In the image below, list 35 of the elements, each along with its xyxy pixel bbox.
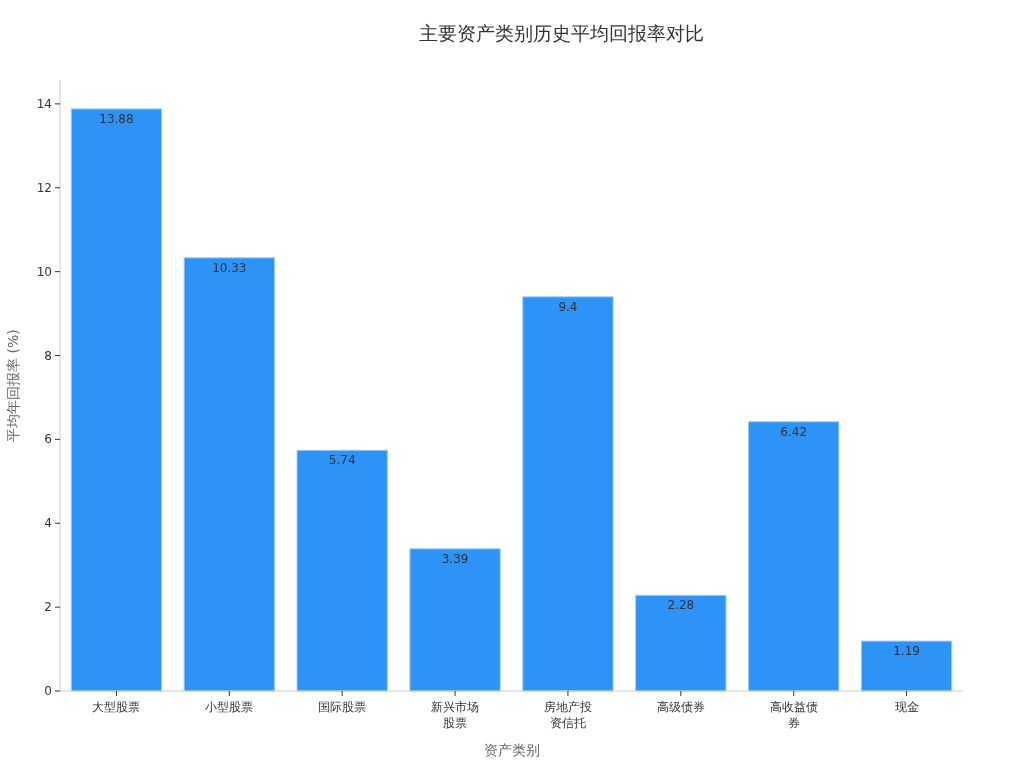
- x-tick-label: 高级债券: [656, 700, 705, 714]
- bar: [522, 296, 614, 692]
- data-label: 13.88: [99, 111, 134, 126]
- data-label: 9.4: [558, 299, 578, 314]
- y-tick-label: 8: [44, 348, 52, 363]
- bar: [70, 108, 163, 692]
- bar: [635, 594, 727, 692]
- y-tick-label: 2: [44, 600, 52, 615]
- chart-title: 主要资产类别历史平均回报率对比: [419, 22, 704, 44]
- y-tick-label: 14: [36, 96, 52, 111]
- y-axis-title: 平均年回报率 (%): [5, 329, 21, 442]
- y-tick-label: 12: [36, 180, 52, 195]
- x-axis-title: 资产类别: [483, 742, 540, 758]
- bar: [183, 257, 275, 692]
- data-label: 2.28: [667, 598, 695, 613]
- bar: [860, 640, 953, 692]
- x-tick-label: 大型股票: [92, 700, 141, 714]
- y-tick-label: 10: [36, 264, 52, 279]
- data-label: 10.33: [212, 260, 247, 275]
- x-tick-label: 国际股票: [318, 700, 367, 714]
- x-tick-label: 高收益债券: [769, 700, 818, 730]
- x-tick-label: 小型股票: [205, 700, 254, 714]
- bar: [748, 421, 840, 692]
- x-tick-label: 房地产投资信托: [543, 700, 592, 730]
- y-tick-label: 0: [44, 684, 52, 698]
- data-label: 6.42: [780, 424, 808, 439]
- data-label: 5.74: [328, 453, 356, 468]
- bar: [409, 548, 501, 692]
- x-tick-label: 新兴市场股票: [431, 700, 480, 730]
- data-label: 1.19: [893, 644, 920, 659]
- data-label: 3.39: [441, 551, 469, 566]
- x-tick-label: 现金: [894, 700, 919, 714]
- y-tick-label: 4: [44, 516, 52, 531]
- y-tick-label: 6: [44, 432, 52, 447]
- bar: [296, 449, 388, 692]
